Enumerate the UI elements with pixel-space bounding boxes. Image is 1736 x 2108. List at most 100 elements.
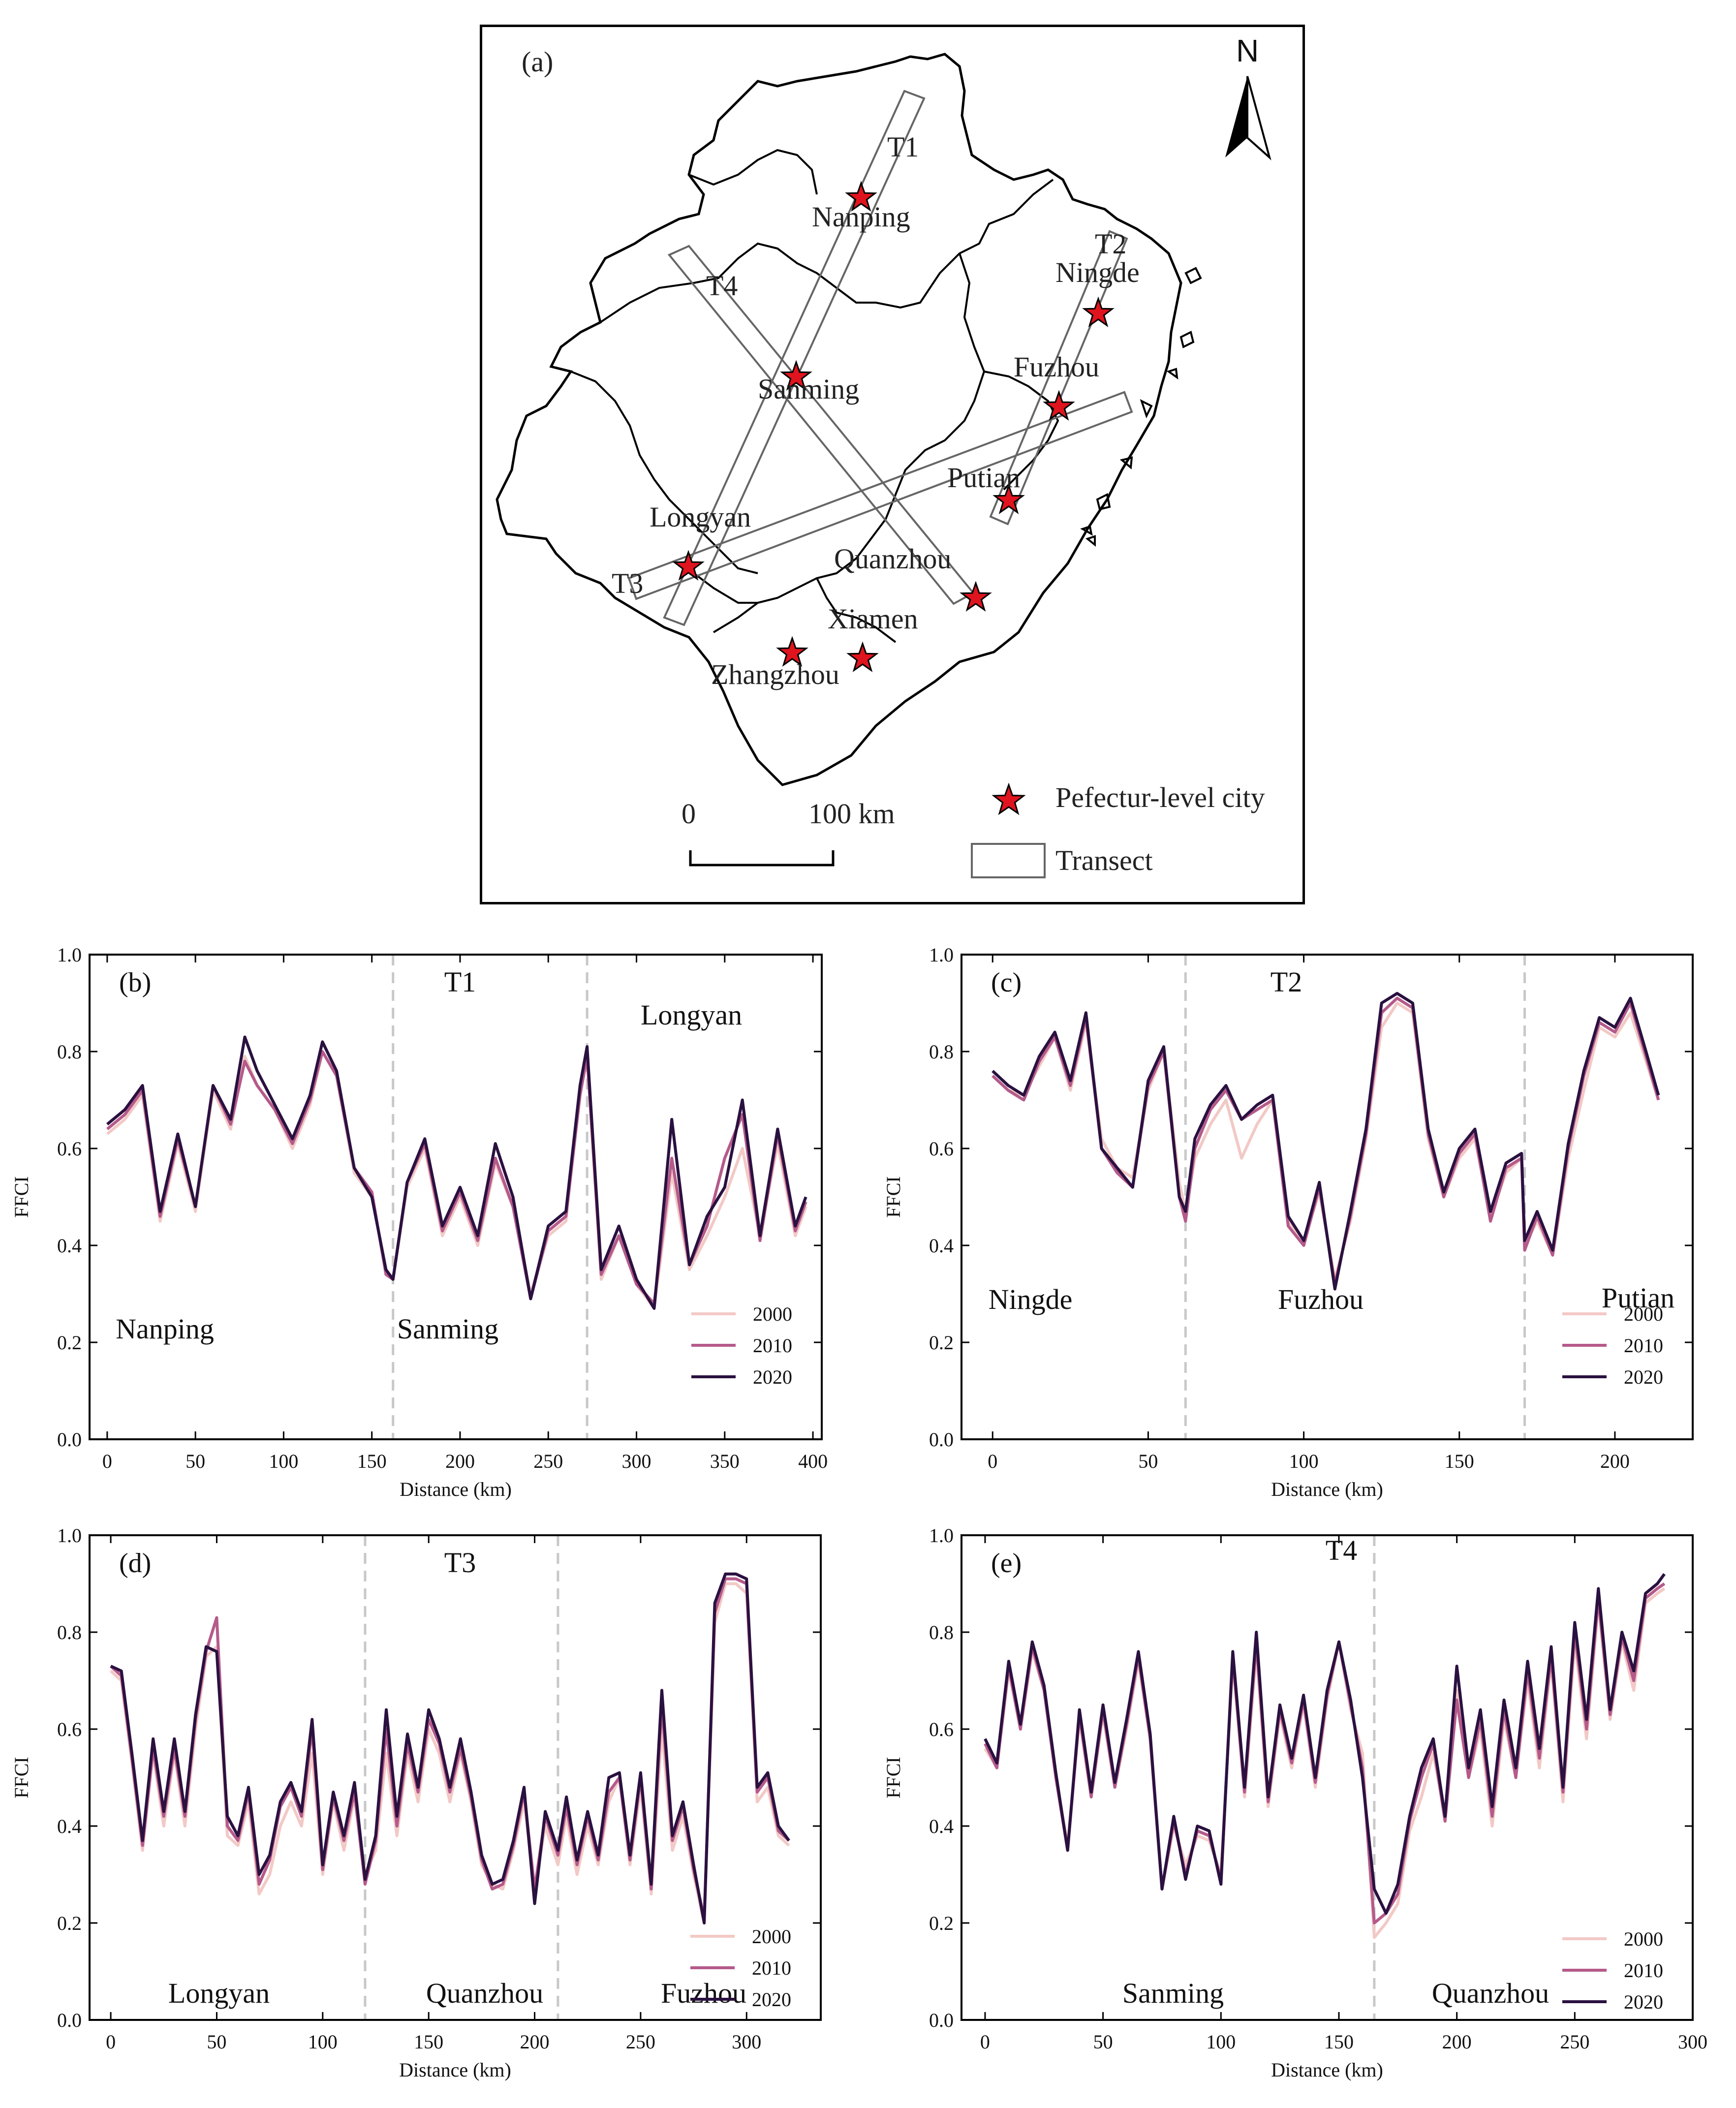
region-label: Fuzhou (1278, 1283, 1364, 1315)
north-arrow-left-icon (1225, 76, 1247, 157)
y-tick-label: 0.4 (57, 1815, 82, 1837)
x-tick-label: 100 (1206, 2031, 1236, 2053)
transect-title: T2 (1271, 966, 1302, 998)
region-label: Ningde (989, 1283, 1073, 1315)
x-tick-label: 300 (622, 1450, 651, 1472)
x-tick-label: 0 (106, 2031, 116, 2053)
series-line-2000 (992, 1001, 1660, 1281)
t4-label: T4 (706, 270, 738, 302)
panel-label: (e) (991, 1548, 1022, 1579)
transect-t2 (989, 230, 1128, 526)
y-axis-label: FFCI (882, 1757, 904, 1798)
chart-t4-svg: 0 50 100 150 200 250 300 0.0 0.2 0.4 0.6 0.8 1.0 Dist… (882, 1524, 1707, 2081)
legend-transect-swatch (971, 843, 1046, 878)
scale-start-label: 0 (682, 798, 696, 830)
chart-t3: 0 50 100 150 200 250 300 0.0 0.2 0.4 0.6 0.8 1.0 Dist… (0, 1511, 851, 2108)
y-tick-label: 0.6 (57, 1138, 82, 1160)
panel-label: (d) (119, 1548, 151, 1579)
x-tick-label: 100 (1289, 1450, 1319, 1472)
panel-label: (b) (119, 967, 151, 998)
city-star-longyan (672, 550, 705, 581)
region-label: Nanping (116, 1313, 214, 1345)
y-tick-label: 0.0 (929, 1428, 954, 1451)
city-star-zhangzhou (776, 636, 808, 667)
y-tick-label: 0.6 (929, 1718, 954, 1740)
x-tick-label: 150 (357, 1450, 387, 1472)
city-label-putian: Putian (947, 462, 1020, 494)
legend-label-2020: 2020 (752, 1988, 791, 2011)
y-tick-label: 0.0 (57, 1428, 82, 1451)
x-tick-label: 200 (1600, 1450, 1630, 1472)
chart-t1-svg: 0 50 100 150 200 250 300 350 400 0.0 0.2 0.4 0.6 0.8 1… (10, 944, 828, 1500)
chart-t4: 0 50 100 150 200 250 300 0.0 0.2 0.4 0.6 0.8 1.0 Dist… (868, 1511, 1736, 2108)
city-label-longyan: Longyan (650, 501, 751, 533)
y-axis-label: FFCI (10, 1757, 32, 1798)
city-label-sanming: Sanming (758, 373, 859, 405)
city-label-zhangzhou: Zhangzhou (711, 658, 839, 690)
plot-frame (961, 954, 1694, 1440)
x-tick-label: 150 (414, 2031, 443, 2053)
y-tick-label: 0.0 (57, 2009, 82, 2031)
legend-city-label: Pefectur-level city (1055, 781, 1265, 813)
map-legend: Pefectur-level city Transect (971, 781, 1265, 878)
plot-frame (89, 954, 823, 1440)
map-panel-label: (a) (522, 46, 553, 78)
scale-end-label: 100 km (808, 798, 895, 830)
region-label: Putian (1602, 1282, 1674, 1314)
y-tick-label: 0.0 (929, 2009, 954, 2031)
x-tick-label: 200 (445, 1450, 475, 1472)
x-tick-label: 50 (207, 2031, 226, 2053)
transect-t1 (663, 90, 926, 626)
y-tick-label: 0.8 (929, 1621, 954, 1643)
y-tick-label: 0.8 (929, 1041, 954, 1063)
north-arrow-right-icon (1246, 76, 1271, 160)
chart-t1: 0 50 100 150 200 250 300 350 400 0.0 0.2 0.4 0.6 0.8 1… (0, 930, 851, 1500)
y-tick-label: 1.0 (929, 1524, 954, 1547)
legend-label-2010: 2010 (1624, 1334, 1663, 1357)
legend-label-2010: 2010 (1624, 1959, 1663, 1982)
north-arrow: N (1225, 33, 1271, 160)
north-label: N (1236, 33, 1259, 68)
region-label: Longyan (168, 1977, 270, 2009)
y-tick-label: 1.0 (57, 944, 82, 966)
legend-label-2010: 2010 (753, 1334, 792, 1357)
x-tick-label: 50 (1138, 1450, 1158, 1472)
city-label-xiamen: Xiamen (828, 603, 918, 635)
x-tick-label: 0 (102, 1450, 112, 1472)
y-axis-label: FFCI (882, 1176, 904, 1218)
region-label: Longyan (641, 999, 742, 1031)
legend-label-2020: 2020 (1624, 1366, 1663, 1388)
city-label-ningde: Ningde (1055, 256, 1140, 288)
region-label: Sanming (397, 1313, 498, 1345)
x-tick-label: 350 (710, 1450, 740, 1472)
x-tick-label: 250 (1560, 2031, 1589, 2053)
x-tick-label: 0 (988, 1450, 997, 1472)
y-tick-label: 0.6 (57, 1718, 82, 1740)
x-tick-label: 100 (269, 1450, 298, 1472)
coastal-islands (1080, 267, 1202, 547)
series-line-2020 (106, 1035, 807, 1310)
series-line-2010 (110, 1577, 790, 1920)
city-label-fuzhou: Fuzhou (1014, 351, 1099, 383)
x-axis-label: Distance (km) (399, 2059, 511, 2081)
y-tick-label: 0.8 (57, 1041, 82, 1063)
x-axis-label: Distance (km) (1271, 1478, 1383, 1500)
legend-label-2000: 2000 (753, 1303, 792, 1325)
y-tick-label: 0.2 (929, 1332, 954, 1354)
x-tick-label: 400 (798, 1450, 828, 1472)
plot-frame (961, 1534, 1694, 2021)
city-label-quanzhou: Quanzhou (834, 543, 951, 575)
t1-label: T1 (887, 131, 919, 163)
x-tick-label: 150 (1445, 1450, 1474, 1472)
y-tick-label: 0.2 (57, 1332, 82, 1354)
city-star-sanming (780, 360, 812, 391)
city-star-putian (992, 483, 1025, 515)
series-line-2020 (984, 1573, 1666, 1915)
y-tick-label: 0.4 (929, 1815, 954, 1837)
y-tick-label: 0.8 (57, 1621, 82, 1643)
y-tick-label: 1.0 (929, 944, 954, 966)
panel-label: (c) (991, 967, 1022, 998)
y-tick-label: 0.4 (57, 1235, 82, 1257)
province-boundary (496, 53, 1182, 786)
y-tick-label: 0.6 (929, 1138, 954, 1160)
